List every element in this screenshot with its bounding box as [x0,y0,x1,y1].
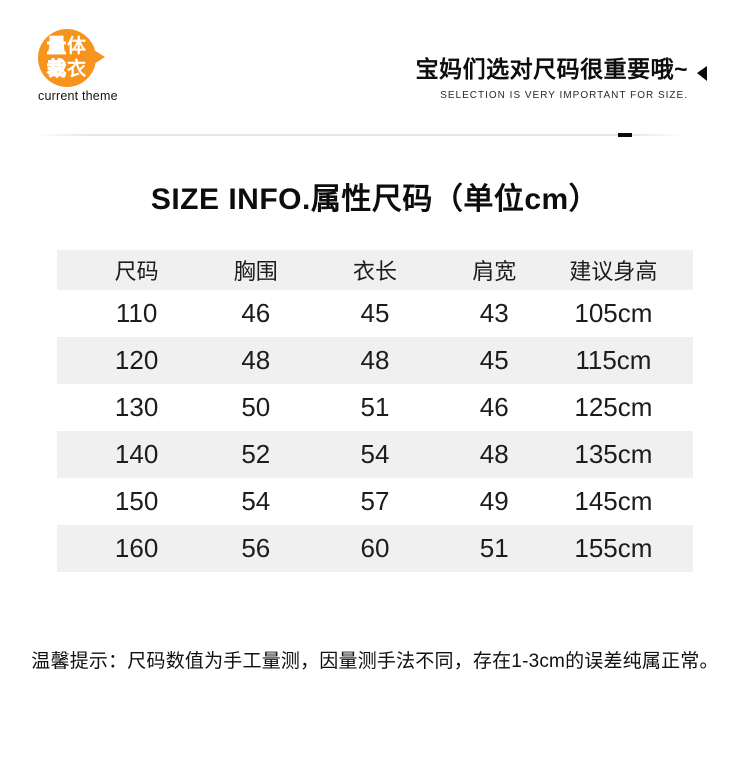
table-cell: 49 [479,486,509,516]
table-row: 160 56 60 51 155cm [57,525,693,572]
table-cell: 48 [241,345,271,375]
footer-note: 温馨提示：尺码数值为手工量测，因量测手法不同，存在1-3cm的误差纯属正常。 [31,651,719,672]
column-header-size: 尺码 [114,259,159,284]
divider-line [36,133,684,137]
theme-badge-caption: current theme [38,89,118,103]
column-header-shoulder: 肩宽 [472,259,517,284]
table-cell: 56 [241,533,271,563]
page-title: SIZE INFO.属性尺码（单位cm） [150,183,600,216]
table-cell: 110 [115,298,158,328]
column-header-chest: 胸围 [233,259,278,284]
theme-badge-char1: 量 [46,35,67,57]
table-row: 150 54 57 49 145cm [57,478,693,525]
slogan-subline: SELECTION IS VERY IMPORTANT FOR SIZE. [440,90,688,101]
table-cell: 54 [241,486,271,516]
table-cell: 150 [114,486,159,516]
table-cell: 48 [360,345,390,375]
theme-badge-char4: 衣 [67,59,88,80]
size-table-header-row: 尺码 胸围 衣长 肩宽 建议身高 [57,250,693,290]
table-cell: 145cm [574,486,653,516]
slogan-headline: 宝妈们选对尺码很重要哦~ [415,56,688,82]
table-cell: 135cm [574,439,653,469]
table-cell: 48 [479,439,509,469]
table-cell: 50 [241,392,271,422]
table-cell: 54 [360,439,390,469]
theme-badge-tail-icon [94,50,105,64]
divider-dash [618,133,632,137]
table-cell: 160 [114,533,159,563]
table-cell: 43 [479,298,509,328]
column-header-height: 建议身高 [569,259,658,284]
theme-badge-char3: 裁 [46,58,67,80]
table-row: 130 50 51 46 125cm [57,384,693,431]
column-header-length: 衣长 [353,259,398,284]
table-cell: 60 [360,533,390,563]
theme-badge-char2: 体 [67,36,88,57]
table-cell: 125cm [574,392,653,422]
table-cell: 46 [241,298,271,328]
table-cell: 130 [114,392,159,422]
table-cell: 140 [114,439,159,469]
table-cell: 46 [479,392,509,422]
table-cell: 45 [360,298,390,328]
theme-badge: 量体 裁衣 [38,29,105,87]
theme-badge-line2: 裁衣 [46,58,88,81]
table-row: 120 48 48 45 115cm [57,337,693,384]
theme-badge-line1: 量体 [46,35,88,58]
table-row: 140 52 54 48 135cm [57,431,693,478]
table-cell: 51 [479,533,509,563]
table-cell: 52 [241,439,271,469]
table-row: 110 46 45 43 105cm [57,290,693,337]
left-triangle-icon [697,66,707,81]
table-cell: 57 [360,486,390,516]
table-cell: 155cm [574,533,653,563]
table-cell: 115cm [575,345,652,375]
table-cell: 51 [360,392,390,422]
table-cell: 45 [479,345,509,375]
size-table: 尺码 胸围 衣长 肩宽 建议身高 110 46 45 43 105cm 120 … [57,250,693,572]
table-cell: 105cm [574,298,653,328]
table-cell: 120 [114,345,159,375]
slogan-block: 宝妈们选对尺码很重要哦~ SELECTION IS VERY IMPORTANT… [416,50,688,101]
